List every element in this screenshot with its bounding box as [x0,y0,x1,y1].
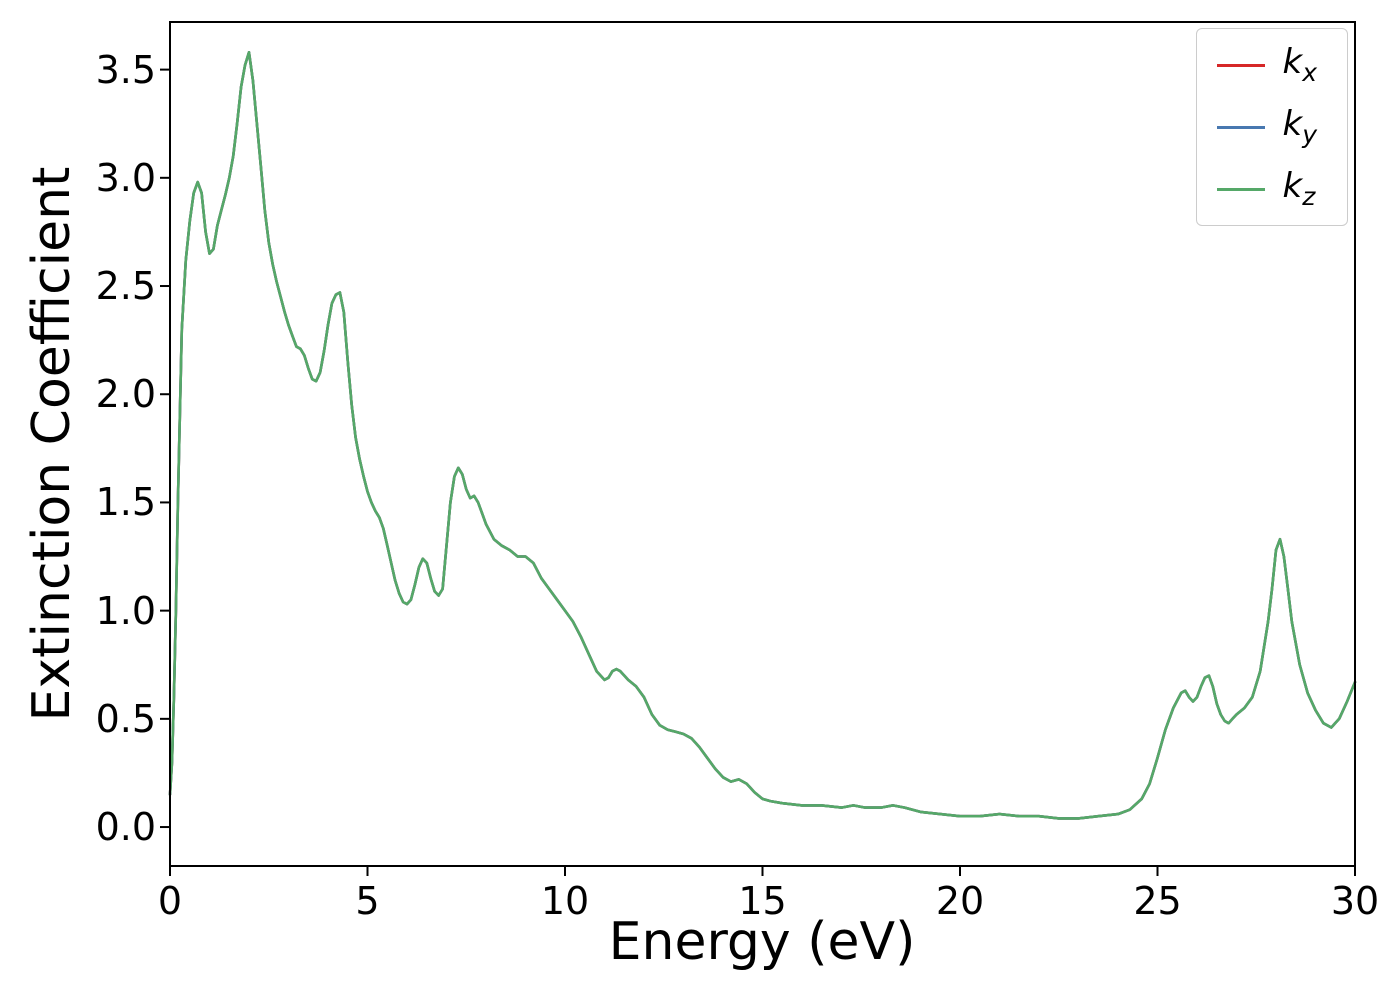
x-tick-label: 15 [738,879,787,923]
y-tick-label: 1.5 [95,480,156,525]
y-axis-label: Extinction Coefficient [22,166,82,722]
legend-entry-kx: kx [1216,42,1318,87]
x-tick-label: 10 [540,879,590,923]
y-tick-label: 2.0 [95,372,156,417]
y-tick-label: 1.0 [95,588,156,633]
legend-entry-kz: kz [1216,166,1318,211]
series-line-k_z [168,50,1357,820]
legend-line-ky [1216,125,1265,129]
legend-line-kx [1216,63,1265,67]
series-line-k_y [168,50,1357,820]
x-tick-label: 20 [935,879,985,923]
x-tick-label: 0 [157,879,183,923]
y-tick-label: 3.5 [95,47,156,92]
y-tick-label: 2.5 [95,264,156,309]
x-tick-label: 5 [355,879,380,923]
series-line-k_x [168,50,1357,820]
legend-line-kz [1216,187,1265,191]
x-tick-label: 25 [1133,879,1182,923]
legend-entry-ky: ky [1216,104,1318,149]
y-tick-label: 0.5 [95,696,156,741]
legend-label-kx: kx [1282,42,1318,87]
legend: kx ky kz [1195,28,1348,226]
x-tick-label: 30 [1330,879,1380,923]
x-axis-label: Energy (eV) [608,912,916,972]
y-tick-label: 0.0 [95,805,156,850]
axes-spines [169,21,1356,867]
y-tick-label: 3.0 [95,155,156,200]
legend-label-ky: ky [1282,104,1318,149]
legend-label-kz: kz [1282,166,1316,211]
